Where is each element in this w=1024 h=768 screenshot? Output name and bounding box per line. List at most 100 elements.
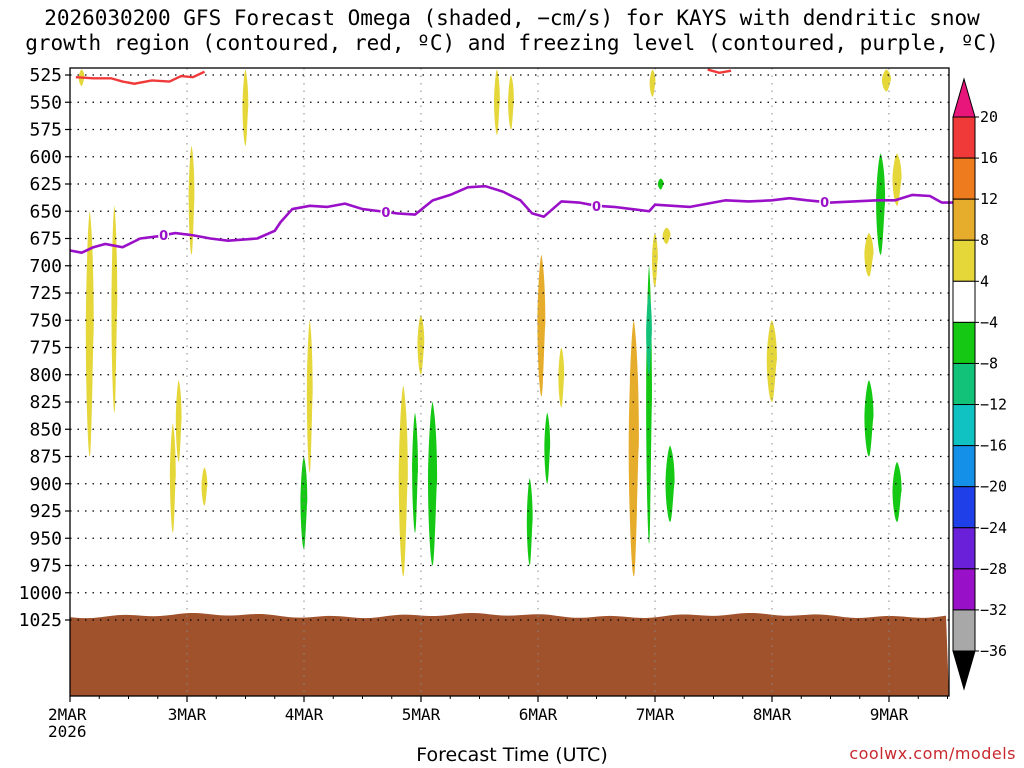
omega-region	[864, 380, 874, 457]
plot-area	[70, 68, 949, 696]
omega-region	[169, 423, 176, 533]
x-tick-label: 9MAR	[870, 705, 909, 724]
y-tick-label: 700	[29, 256, 62, 277]
colorbar-tick-label: −16	[980, 437, 1007, 455]
omega-region	[398, 385, 408, 577]
omega-region	[300, 456, 308, 550]
x-axis-label: Forecast Time (UTC)	[416, 744, 608, 766]
chart-title: 2026030200 GFS Forecast Omega (shaded, −…	[25, 6, 999, 55]
y-tick-label: 825	[29, 392, 62, 413]
colorbar-tick-label: −4	[980, 313, 998, 331]
contour-lines: 0 0 0 0	[69, 68, 954, 254]
y-tick-label: 1000	[19, 583, 62, 604]
x-tick-label: 5MAR	[402, 705, 441, 724]
omega-region	[537, 254, 546, 397]
omega-region	[412, 412, 418, 533]
omega-region	[175, 380, 182, 462]
colorbar-tick-label: 20	[980, 108, 998, 126]
colorbar-bin	[952, 568, 976, 611]
y-tick-label: 675	[29, 229, 62, 250]
omega-region	[646, 293, 652, 375]
omega-region	[876, 153, 886, 255]
omega-region	[544, 412, 551, 484]
dendritic-growth-line	[707, 68, 732, 75]
colorbar-bin	[952, 239, 976, 282]
y-tick-label: 650	[29, 201, 62, 222]
y-tick-label: 550	[29, 92, 62, 113]
colorbar-bin	[952, 404, 976, 447]
omega-region	[306, 320, 313, 473]
colorbar-bin	[952, 362, 976, 406]
colorbar-tick-label: −24	[980, 519, 1007, 537]
y-tick-label: 775	[29, 338, 62, 359]
dendritic-growth-line	[75, 70, 206, 85]
colorbar: 20 16 12 8 4 −4 −8 −12 −16 −20 −24 −28 −32 −36	[952, 77, 1007, 691]
colorbar-bin	[952, 157, 976, 200]
y-axis-ticks: 525 550 575 600 625 650 675 700 725 750 775 800 825 8…	[19, 65, 70, 631]
plot-border	[69, 67, 950, 697]
omega-region	[652, 233, 658, 288]
y-tick-label: 525	[29, 65, 62, 86]
omega-region	[494, 69, 500, 135]
y-tick-label: 750	[29, 310, 62, 331]
omega-region	[662, 227, 671, 244]
credit-text: coolwx.com/models	[849, 744, 1016, 763]
freezing-level-label: 0	[592, 200, 601, 215]
omega-region	[864, 233, 874, 277]
colorbar-bottom-arrow	[952, 650, 976, 691]
colorbar-tick-label: 12	[980, 190, 998, 208]
freezing-level-label: 0	[820, 196, 829, 211]
omega-region	[649, 69, 656, 97]
colorbar-tick-label: −32	[980, 601, 1007, 619]
colorbar-tick-label: 8	[980, 231, 989, 249]
freezing-level-label: 0	[159, 229, 168, 244]
x-tick-label: 2026	[48, 722, 87, 741]
omega-shading	[78, 69, 902, 577]
y-tick-label: 975	[29, 556, 62, 577]
y-tick-label: 1025	[19, 610, 62, 631]
colorbar-tick-label: −36	[980, 642, 1007, 660]
omega-region	[242, 69, 249, 146]
y-tick-label: 575	[29, 120, 62, 141]
ground-layer	[70, 612, 949, 696]
colorbar-bin	[952, 280, 976, 323]
omega-region	[111, 205, 118, 413]
colorbar-tick-label: −8	[980, 354, 998, 372]
omega-region	[526, 478, 533, 566]
colorbar-tick-label: −20	[980, 478, 1007, 496]
plot-background	[70, 68, 949, 696]
omega-region	[508, 75, 514, 130]
colorbar-tick-label: −12	[980, 396, 1007, 414]
colorbar-bin	[952, 321, 976, 364]
colorbar-tick-label: 4	[980, 272, 989, 290]
colorbar-bin	[952, 609, 976, 652]
plot-frame	[69, 67, 950, 697]
colorbar-top-arrow	[952, 77, 976, 118]
x-tick-label: 8MAR	[753, 705, 792, 724]
y-tick-label: 875	[29, 447, 62, 468]
omega-region	[417, 314, 425, 375]
colorbar-tick-label: 16	[980, 149, 998, 167]
freezing-level-label: 0	[381, 206, 390, 221]
colorbar-bin	[952, 486, 976, 529]
y-tick-label: 725	[29, 283, 62, 304]
colorbar-bin	[952, 445, 976, 488]
ground-surface	[70, 612, 949, 696]
omega-region	[188, 145, 195, 255]
omega-region	[201, 467, 208, 506]
colorbar-bin	[952, 198, 976, 241]
x-tick-label: 2MAR	[48, 705, 87, 724]
omega-region	[428, 402, 438, 566]
y-tick-label: 850	[29, 419, 62, 440]
y-tick-label: 925	[29, 501, 62, 522]
omega-region	[892, 153, 902, 206]
omega-region	[85, 211, 94, 457]
y-tick-label: 900	[29, 474, 62, 495]
y-tick-label: 600	[29, 147, 62, 168]
y-tick-label: 800	[29, 365, 62, 386]
colorbar-tick-label: −28	[980, 560, 1007, 578]
omega-region	[892, 461, 902, 522]
x-tick-label: 3MAR	[168, 705, 207, 724]
